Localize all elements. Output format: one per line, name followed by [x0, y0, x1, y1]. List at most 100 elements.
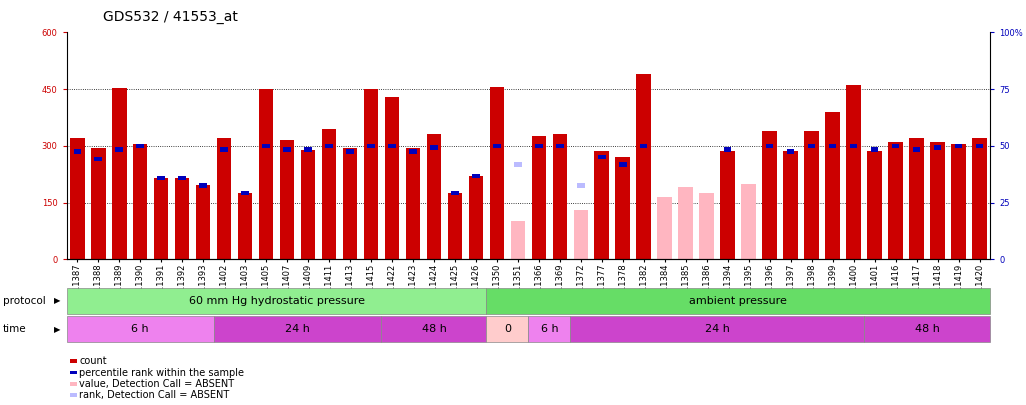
- Bar: [594, 151, 609, 259]
- Text: count: count: [79, 356, 107, 366]
- Bar: [976, 143, 983, 148]
- Text: ▶: ▶: [54, 296, 61, 305]
- Bar: [199, 183, 207, 188]
- Bar: [913, 147, 920, 152]
- Text: rank, Detection Call = ABSENT: rank, Detection Call = ABSENT: [79, 390, 229, 400]
- Bar: [196, 185, 210, 259]
- Bar: [700, 193, 714, 259]
- Bar: [556, 143, 563, 148]
- Bar: [301, 149, 315, 259]
- Bar: [850, 143, 858, 148]
- Bar: [343, 148, 357, 259]
- Bar: [867, 151, 882, 259]
- Bar: [388, 143, 396, 148]
- Bar: [74, 149, 81, 154]
- Bar: [385, 97, 399, 259]
- Text: 48 h: 48 h: [422, 324, 446, 334]
- Bar: [405, 148, 421, 259]
- Bar: [216, 138, 232, 259]
- Bar: [955, 143, 962, 148]
- Bar: [451, 191, 459, 195]
- Bar: [472, 174, 479, 178]
- Text: 0: 0: [504, 324, 511, 334]
- Bar: [347, 149, 354, 154]
- Bar: [553, 134, 567, 259]
- Text: ambient pressure: ambient pressure: [689, 296, 787, 306]
- Text: 24 h: 24 h: [705, 324, 729, 334]
- Bar: [94, 157, 102, 161]
- Text: 6 h: 6 h: [541, 324, 558, 334]
- Bar: [112, 88, 126, 259]
- Bar: [469, 176, 483, 259]
- Bar: [787, 149, 794, 154]
- Text: time: time: [3, 324, 27, 334]
- Bar: [511, 222, 525, 259]
- Bar: [864, 316, 990, 342]
- Bar: [536, 143, 543, 148]
- Bar: [570, 316, 864, 342]
- Text: GDS532 / 41553_at: GDS532 / 41553_at: [103, 10, 237, 24]
- Bar: [154, 178, 168, 259]
- Text: 48 h: 48 h: [915, 324, 940, 334]
- Bar: [494, 143, 501, 148]
- Bar: [116, 147, 123, 152]
- Bar: [616, 157, 630, 259]
- Bar: [213, 316, 382, 342]
- Text: 60 mm Hg hydrostatic pressure: 60 mm Hg hydrostatic pressure: [189, 296, 364, 306]
- Bar: [91, 148, 106, 259]
- Text: protocol: protocol: [3, 296, 46, 306]
- Bar: [486, 316, 528, 342]
- Bar: [136, 143, 144, 148]
- Bar: [382, 316, 486, 342]
- Bar: [724, 147, 732, 152]
- Bar: [578, 183, 585, 188]
- Bar: [951, 144, 965, 259]
- Bar: [221, 147, 228, 152]
- Bar: [238, 193, 252, 259]
- Bar: [430, 145, 438, 150]
- Bar: [325, 143, 332, 148]
- Bar: [132, 144, 148, 259]
- Bar: [574, 210, 588, 259]
- Bar: [909, 138, 924, 259]
- Bar: [409, 149, 417, 154]
- Bar: [447, 193, 463, 259]
- Bar: [766, 143, 774, 148]
- Bar: [283, 147, 290, 152]
- Bar: [259, 89, 273, 259]
- Text: percentile rank within the sample: percentile rank within the sample: [79, 368, 244, 377]
- Bar: [892, 143, 900, 148]
- Bar: [619, 162, 627, 167]
- Bar: [871, 147, 878, 152]
- Bar: [489, 87, 504, 259]
- Bar: [280, 140, 294, 259]
- Text: value, Detection Call = ABSENT: value, Detection Call = ABSENT: [79, 379, 234, 389]
- Bar: [241, 191, 248, 195]
- Text: 24 h: 24 h: [285, 324, 310, 334]
- Bar: [784, 151, 798, 259]
- Bar: [804, 131, 819, 259]
- Bar: [322, 129, 337, 259]
- Bar: [720, 151, 735, 259]
- Bar: [367, 143, 374, 148]
- Bar: [636, 74, 652, 259]
- Text: ▶: ▶: [54, 324, 61, 334]
- Bar: [678, 188, 694, 259]
- Bar: [889, 142, 903, 259]
- Bar: [363, 89, 379, 259]
- Bar: [174, 178, 190, 259]
- Bar: [742, 183, 756, 259]
- Bar: [598, 155, 605, 160]
- Bar: [825, 112, 840, 259]
- Bar: [640, 143, 647, 148]
- Bar: [931, 142, 945, 259]
- Bar: [658, 197, 672, 259]
- Bar: [157, 176, 165, 180]
- Bar: [934, 145, 941, 150]
- Bar: [846, 85, 861, 259]
- Bar: [67, 316, 213, 342]
- Bar: [486, 288, 990, 314]
- Bar: [973, 138, 987, 259]
- Bar: [829, 143, 836, 148]
- Text: 6 h: 6 h: [131, 324, 149, 334]
